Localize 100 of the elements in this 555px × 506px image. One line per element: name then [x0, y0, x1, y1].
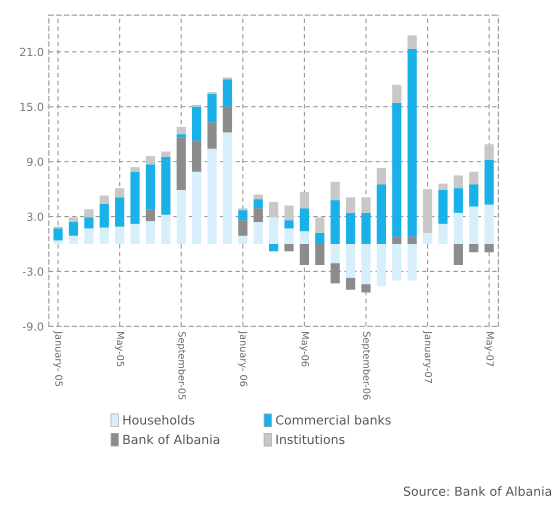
bar [438, 184, 448, 190]
bar [115, 188, 124, 198]
bar [268, 217, 278, 244]
bar [100, 228, 109, 244]
x-tick-label: September-06 [361, 332, 371, 400]
bar [130, 167, 140, 172]
bar [68, 222, 78, 236]
y-tick-label: 21.0 [20, 48, 44, 56]
y-tick-label: 15.0 [20, 102, 44, 112]
bar [284, 228, 294, 244]
bar [330, 244, 340, 264]
bar [454, 212, 463, 244]
legend-label: Commercial banks [276, 414, 391, 425]
bar [484, 144, 494, 160]
bar [284, 244, 294, 252]
bar [454, 175, 463, 188]
bar [315, 233, 324, 244]
bar [84, 217, 94, 228]
bar [130, 224, 140, 244]
x-tick-label: May-05 [114, 332, 124, 366]
bar [84, 209, 94, 218]
x-tick-label: January- 06 [238, 330, 248, 386]
bar [146, 209, 156, 222]
bar [330, 263, 340, 284]
bar [408, 244, 417, 281]
bar [454, 244, 463, 266]
bar [238, 210, 248, 220]
bar [268, 202, 278, 218]
x-tick-label: May-06 [300, 332, 309, 366]
bar [254, 199, 263, 208]
bar [408, 35, 417, 50]
bar [68, 236, 78, 244]
bar [300, 244, 310, 266]
bar [361, 284, 371, 293]
bar [146, 221, 156, 244]
bar [207, 148, 217, 244]
bar [100, 204, 109, 228]
bar [392, 84, 402, 104]
bar [454, 188, 463, 213]
bar [361, 197, 371, 213]
bar [438, 224, 448, 244]
bar [176, 126, 186, 134]
bar [392, 103, 402, 237]
bar [422, 189, 432, 234]
bar [469, 184, 478, 206]
legend-label: Institutions [276, 434, 344, 444]
bar [176, 138, 186, 190]
bar [392, 244, 402, 281]
bar [176, 134, 186, 138]
bar [100, 195, 109, 204]
bar [115, 226, 124, 244]
bar [207, 122, 217, 149]
bar [361, 212, 371, 244]
bar [469, 206, 478, 244]
bar [361, 244, 371, 284]
bar [330, 182, 340, 200]
bar [161, 214, 170, 244]
bar [238, 236, 248, 244]
bar [207, 94, 217, 122]
bar [438, 190, 448, 224]
bar [254, 194, 263, 200]
bar [422, 233, 432, 244]
bar [376, 184, 386, 244]
bar [146, 164, 156, 210]
bar [346, 244, 356, 278]
bar [53, 240, 63, 244]
bar [392, 236, 402, 244]
bar [484, 244, 494, 252]
legend-label: Households [123, 414, 194, 425]
x-tick-label: May-07 [484, 332, 494, 366]
bar [300, 231, 310, 244]
bar [222, 79, 232, 107]
bar [376, 244, 386, 286]
bar [346, 197, 356, 213]
bar [68, 217, 78, 222]
x-tick-label: January- 05 [53, 330, 63, 386]
bar [330, 200, 340, 244]
bar [161, 152, 170, 158]
y-tick-label: -3.0 [22, 267, 44, 276]
x-tick-label: January-07 [422, 330, 432, 383]
y-tick-label: -9.0 [22, 322, 44, 331]
bar [469, 244, 478, 252]
bar [284, 206, 294, 220]
bar [115, 197, 124, 227]
bar [222, 106, 232, 132]
bar [484, 160, 494, 205]
bar [376, 168, 386, 185]
bar [130, 172, 140, 224]
bar [300, 208, 310, 232]
bar [176, 190, 186, 244]
bar [84, 228, 94, 244]
bar [268, 244, 278, 252]
bar [300, 192, 310, 208]
bar [161, 157, 170, 215]
bar [315, 217, 324, 234]
bar [192, 172, 202, 244]
bar [408, 236, 417, 244]
y-tick-label: 3.0 [27, 212, 44, 221]
bar [315, 244, 324, 266]
bar [408, 49, 417, 237]
